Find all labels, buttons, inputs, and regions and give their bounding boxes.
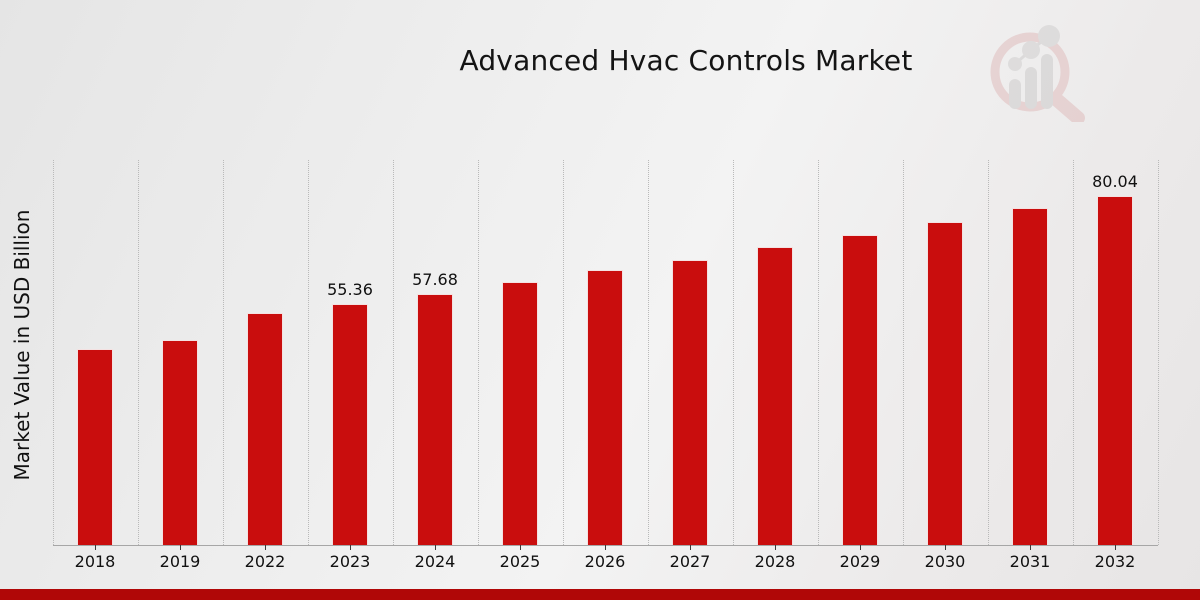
bar	[1097, 196, 1133, 545]
x-tick-label: 2019	[159, 552, 201, 571]
x-tick-label: 2023	[329, 552, 371, 571]
x-tick-mark	[945, 545, 946, 550]
bar-value-label: 80.04	[1092, 172, 1138, 191]
logo-dot-large	[1038, 25, 1060, 47]
bar	[842, 235, 878, 545]
gridline	[562, 160, 564, 545]
x-tick-mark	[860, 545, 861, 550]
x-tick-label: 2025	[499, 552, 541, 571]
magnifier-bar-chart-logo-icon	[990, 25, 1085, 122]
bar	[927, 222, 963, 545]
bar	[247, 313, 283, 545]
x-tick-mark	[350, 545, 351, 550]
x-tick-label: 2026	[584, 552, 626, 571]
chart-title: Advanced Hvac Controls Market	[459, 44, 913, 77]
bar	[162, 340, 198, 545]
x-tick-mark	[520, 545, 521, 550]
bar-value-label: 57.68	[412, 270, 458, 289]
x-tick-label: 2024	[414, 552, 456, 571]
x-tick-mark	[265, 545, 266, 550]
gridline	[392, 160, 394, 545]
logo-trend-line	[1014, 34, 1050, 66]
x-tick-mark	[775, 545, 776, 550]
x-tick-mark	[1030, 545, 1031, 550]
x-tick-mark	[180, 545, 181, 550]
logo-bar-medium	[1025, 67, 1037, 109]
x-tick-label: 2032	[1094, 552, 1136, 571]
bar	[502, 282, 538, 545]
x-tick-mark	[435, 545, 436, 550]
gridline	[307, 160, 309, 545]
gridline	[902, 160, 904, 545]
magnifier-handle	[1049, 92, 1085, 122]
logo-dot-small	[1008, 57, 1022, 71]
gridline	[222, 160, 224, 545]
bar-value-label: 55.36	[327, 280, 373, 299]
x-tick-label: 2018	[74, 552, 116, 571]
x-tick-label: 2031	[1009, 552, 1051, 571]
logo-bar-small	[1009, 79, 1021, 109]
x-tick-label: 2022	[244, 552, 286, 571]
bar	[332, 304, 368, 545]
bar	[757, 247, 793, 545]
logo-bar-large	[1041, 54, 1053, 109]
x-tick-label: 2029	[839, 552, 881, 571]
gridline	[732, 160, 734, 545]
x-tick-mark	[1115, 545, 1116, 550]
magnifier-ring	[990, 32, 1070, 112]
x-tick-mark	[605, 545, 606, 550]
gridline	[477, 160, 479, 545]
x-tick-mark	[95, 545, 96, 550]
logo-dot-medium	[1022, 41, 1040, 59]
gridline	[137, 160, 139, 545]
bar	[672, 260, 708, 545]
x-tick-label: 2028	[754, 552, 796, 571]
gridline	[647, 160, 649, 545]
x-tick-label: 2027	[669, 552, 711, 571]
bar	[1012, 208, 1048, 545]
gridline	[1072, 160, 1074, 545]
gridline	[52, 160, 54, 545]
bar	[587, 270, 623, 545]
gridline	[1157, 160, 1159, 545]
gridline	[817, 160, 819, 545]
x-tick-label: 2030	[924, 552, 966, 571]
gridline	[987, 160, 989, 545]
x-tick-mark	[690, 545, 691, 550]
bar	[417, 294, 453, 545]
bar	[77, 349, 113, 545]
footer-accent-bar	[0, 589, 1200, 600]
